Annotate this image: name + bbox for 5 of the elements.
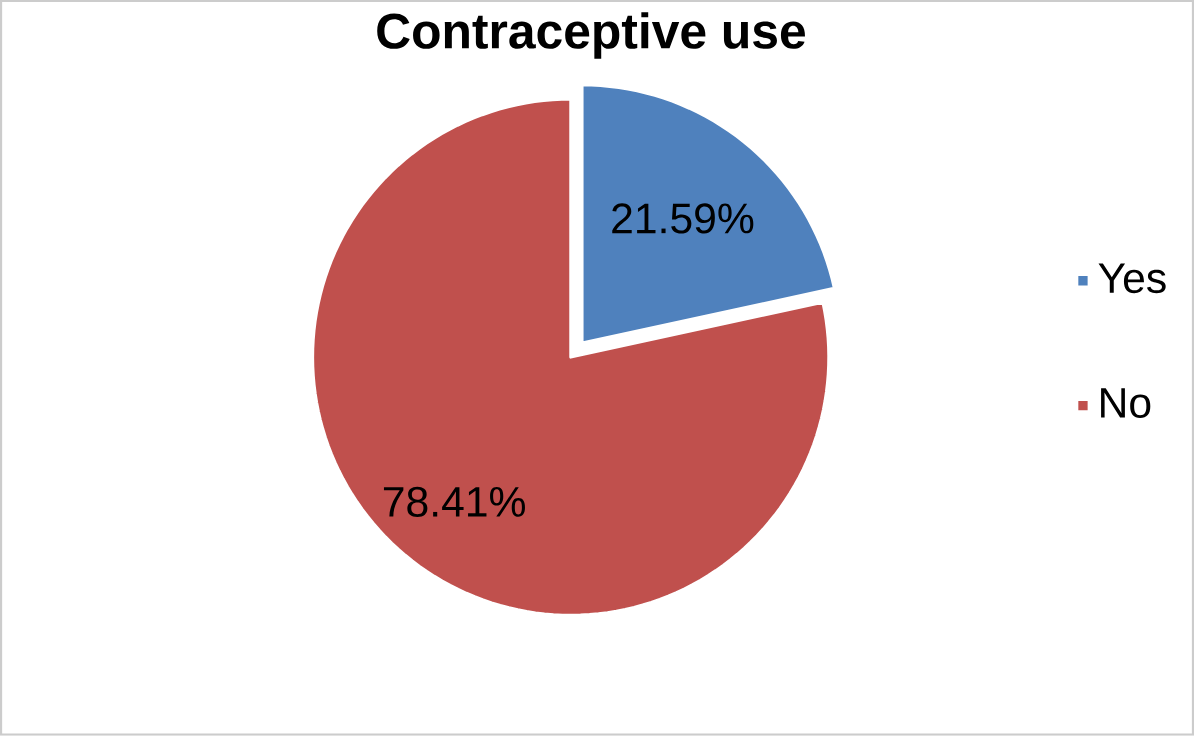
chart-title: Contraceptive use [377, 12, 805, 59]
legend-label: No [1101, 388, 1151, 419]
legend-label: Yes [1098, 263, 1166, 294]
data-label: 78.41% [383, 486, 525, 518]
data-label: 21.59% [612, 203, 754, 234]
